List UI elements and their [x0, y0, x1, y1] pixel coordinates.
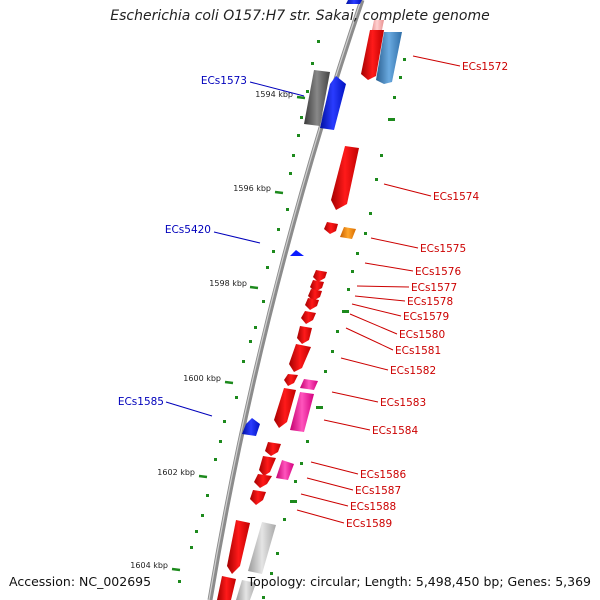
gene-label-ecs1572[interactable]: ECs1572 — [462, 61, 508, 73]
gene-label-ecs1575[interactable]: ECs1575 — [420, 243, 466, 255]
gene-ecs1582-arrow[interactable] — [289, 344, 311, 372]
gene-label-ecs1573[interactable]: ECs1573 — [201, 75, 247, 87]
gene-ecs1575-arrow[interactable] — [340, 227, 356, 239]
gene-label-ecs1577[interactable]: ECs1577 — [411, 282, 457, 294]
gene-label-ecs1576[interactable]: ECs1576 — [415, 266, 461, 278]
kbp-tick-marks — [171, 95, 306, 572]
gene-ecs1578-arrow[interactable] — [308, 289, 322, 301]
gene-ecs1577-arrow[interactable] — [310, 280, 324, 292]
kbp-label-1602: 1602 kbp — [157, 468, 195, 477]
gene-label-ecs5420[interactable]: ECs5420 — [165, 224, 211, 236]
gene-label-ecs1589[interactable]: ECs1589 — [346, 518, 392, 530]
gene-label-ecs1587[interactable]: ECs1587 — [355, 485, 401, 497]
gene-ecs1587-arrow[interactable] — [259, 456, 276, 476]
gene-label-ecs1585[interactable]: ECs1585 — [118, 396, 164, 408]
topology-label: Topology: circular; Length: 5,498,450 bp… — [247, 574, 591, 589]
label-leaders — [165, 55, 461, 524]
gene-label-ecs1574[interactable]: ECs1574 — [433, 191, 479, 203]
kbp-label-1594: 1594 kbp — [255, 90, 293, 99]
gene-label-ecs1579[interactable]: ECs1579 — [403, 311, 449, 323]
gene-partial-top-blue[interactable] — [346, 0, 362, 4]
gene-ecs1584-arrow[interactable] — [290, 392, 314, 432]
gene-ecs1581-arrow[interactable] — [297, 326, 312, 344]
gene-label-ecs1586[interactable]: ECs1586 — [360, 469, 406, 481]
gene-red-1575b[interactable] — [324, 222, 338, 234]
gene-ecs1576-arrow[interactable] — [313, 270, 327, 282]
gene-label-ecs1583[interactable]: ECs1583 — [380, 397, 426, 409]
gene-red-1586[interactable] — [265, 442, 281, 456]
gene-ecs1583-arrow[interactable] — [300, 379, 318, 390]
kbp-label-1598: 1598 kbp — [209, 279, 247, 288]
gene-ecs1585-arrow[interactable] — [242, 418, 260, 436]
gene-red-near-1572[interactable] — [361, 30, 384, 80]
gene-label-ecs1578[interactable]: ECs1578 — [407, 296, 453, 308]
gene-ecs1589-arrow[interactable] — [250, 490, 266, 505]
gene-label-ecs1581[interactable]: ECs1581 — [395, 345, 441, 357]
gene-ecs5420-arrow[interactable] — [290, 250, 304, 256]
kbp-label-1604: 1604 kbp — [130, 561, 168, 570]
gene-gray-bottom[interactable] — [248, 522, 276, 574]
gene-red-bottom-2[interactable] — [217, 576, 236, 600]
gene-red-1584[interactable] — [274, 388, 296, 428]
gene-ecs1574-arrow[interactable] — [331, 146, 359, 210]
genome-title: Escherichia coli O157:H7 str. Sakai, com… — [110, 8, 490, 24]
inner-tick-track — [262, 58, 406, 599]
gene-features — [217, 0, 402, 600]
gene-ecs1586-arrow[interactable] — [276, 460, 294, 480]
gene-label-ecs1584[interactable]: ECs1584 — [372, 425, 418, 437]
gene-label-ecs1588[interactable]: ECs1588 — [350, 501, 396, 513]
outer-tick-track — [178, 40, 320, 583]
gene-ecs1580-arrow[interactable] — [301, 311, 316, 324]
gene-dark-gray[interactable] — [304, 70, 330, 126]
accession-label: Accession: NC_002695 — [9, 574, 152, 589]
kbp-label-1600: 1600 kbp — [183, 374, 221, 383]
gene-label-ecs1580[interactable]: ECs1580 — [399, 329, 445, 341]
gene-ecs1572-arrow[interactable] — [376, 32, 402, 84]
gene-red-1583[interactable] — [284, 374, 298, 386]
gene-red-bottom[interactable] — [227, 520, 250, 574]
gene-gray-bottom-2[interactable] — [236, 580, 256, 600]
gene-ecs1588-arrow[interactable] — [254, 474, 272, 488]
gene-label-ecs1582[interactable]: ECs1582 — [390, 365, 436, 377]
gene-ecs1573-arrow[interactable] — [320, 76, 346, 130]
kbp-label-1596: 1596 kbp — [233, 184, 271, 193]
gene-ecs1579-arrow[interactable] — [305, 298, 319, 310]
